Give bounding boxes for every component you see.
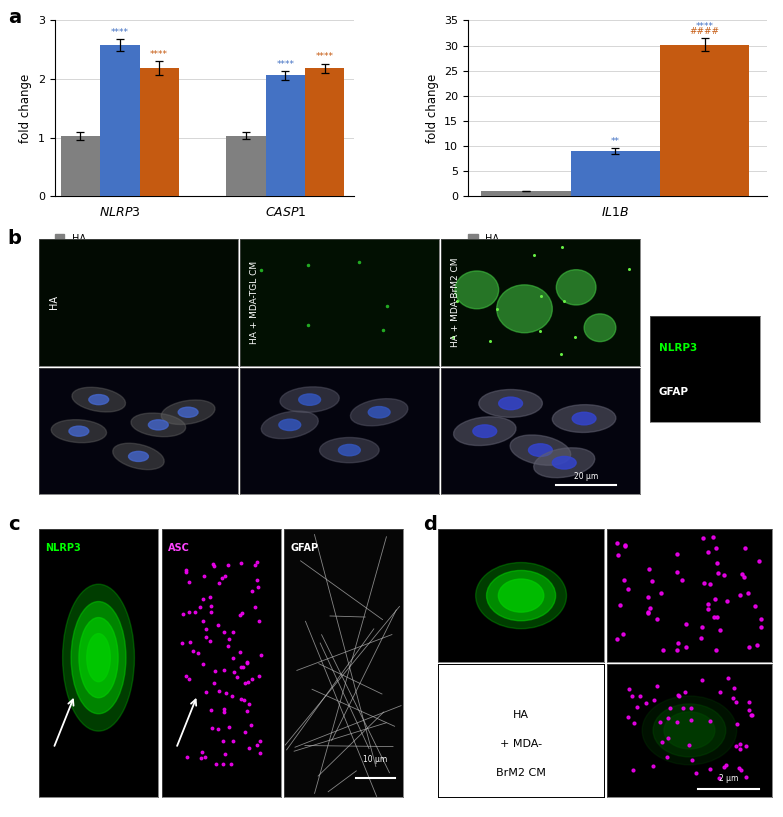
Text: d: d — [423, 515, 437, 534]
Text: 10 μm: 10 μm — [363, 755, 388, 764]
Ellipse shape — [128, 451, 149, 462]
Ellipse shape — [88, 395, 109, 404]
Ellipse shape — [529, 444, 552, 457]
Ellipse shape — [455, 271, 499, 309]
Text: HA + MDA-BrM2 CM: HA + MDA-BrM2 CM — [451, 257, 460, 347]
Y-axis label: fold change: fold change — [20, 74, 32, 143]
Ellipse shape — [552, 404, 616, 432]
Ellipse shape — [534, 448, 595, 478]
Ellipse shape — [161, 400, 215, 425]
Bar — [305, 69, 345, 196]
Ellipse shape — [453, 417, 516, 445]
Ellipse shape — [473, 425, 496, 437]
Ellipse shape — [510, 435, 571, 465]
Ellipse shape — [556, 270, 596, 305]
Ellipse shape — [552, 457, 576, 469]
Text: HA: HA — [49, 296, 59, 310]
Ellipse shape — [351, 399, 408, 426]
Ellipse shape — [71, 601, 126, 714]
Ellipse shape — [79, 618, 118, 698]
Text: ASC: ASC — [168, 542, 189, 553]
Ellipse shape — [63, 584, 135, 731]
Ellipse shape — [642, 696, 737, 765]
Bar — [100, 45, 139, 196]
Ellipse shape — [653, 704, 726, 757]
Text: GFAP: GFAP — [290, 542, 319, 553]
Bar — [61, 136, 100, 196]
Y-axis label: fold change: fold change — [425, 74, 438, 143]
Ellipse shape — [499, 397, 522, 409]
Ellipse shape — [279, 419, 301, 431]
Ellipse shape — [72, 387, 125, 412]
Text: GFAP: GFAP — [659, 387, 689, 398]
Ellipse shape — [479, 390, 543, 417]
Ellipse shape — [51, 420, 106, 443]
Text: HA + MDA-TGL CM: HA + MDA-TGL CM — [250, 261, 259, 344]
Text: ****: **** — [150, 50, 168, 59]
Ellipse shape — [113, 443, 164, 470]
Text: NLRP3: NLRP3 — [45, 542, 81, 553]
Ellipse shape — [149, 420, 168, 430]
Legend: HA, HA + MDA-TGL CM, HA + MDA-BrM2 CM: HA, HA + MDA-TGL CM, HA + MDA-BrM2 CM — [467, 233, 584, 270]
Ellipse shape — [498, 579, 544, 612]
Ellipse shape — [179, 407, 198, 417]
Ellipse shape — [280, 386, 339, 413]
Bar — [660, 44, 749, 196]
Ellipse shape — [319, 437, 379, 462]
Bar — [265, 75, 305, 196]
Text: + MDA-: + MDA- — [500, 739, 542, 748]
Ellipse shape — [87, 634, 110, 681]
Text: ****: **** — [111, 28, 129, 37]
Bar — [139, 69, 179, 196]
Legend: HA, HA + MDA-TGL CM, HA + MDA-BrM2 CM: HA, HA + MDA-TGL CM, HA + MDA-BrM2 CM — [54, 233, 171, 270]
Text: b: b — [8, 229, 22, 248]
Ellipse shape — [131, 413, 186, 436]
Text: **: ** — [611, 137, 620, 146]
Ellipse shape — [584, 314, 616, 342]
Ellipse shape — [664, 712, 715, 749]
Text: ****: **** — [316, 52, 334, 61]
Ellipse shape — [368, 407, 390, 418]
Text: c: c — [8, 515, 20, 534]
Text: a: a — [8, 8, 21, 27]
Text: ####: #### — [690, 28, 720, 37]
Ellipse shape — [69, 426, 88, 436]
Text: 2 μm: 2 μm — [719, 774, 738, 783]
Text: ****: **** — [276, 60, 294, 69]
Ellipse shape — [338, 444, 360, 456]
Bar — [226, 136, 265, 196]
Bar — [571, 151, 660, 196]
Ellipse shape — [572, 413, 596, 425]
Text: NLRP3: NLRP3 — [659, 343, 697, 353]
Ellipse shape — [486, 570, 556, 621]
Ellipse shape — [298, 394, 320, 405]
Text: HA: HA — [513, 709, 529, 720]
Text: 20 μm: 20 μm — [574, 472, 598, 481]
Text: BrM2 CM: BrM2 CM — [496, 768, 546, 778]
Ellipse shape — [475, 563, 567, 629]
Text: ****: **** — [696, 22, 714, 31]
Ellipse shape — [262, 411, 319, 439]
Bar — [482, 191, 571, 196]
Ellipse shape — [496, 285, 552, 333]
